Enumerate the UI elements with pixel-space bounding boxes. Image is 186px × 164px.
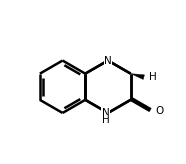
Text: N: N: [104, 56, 112, 66]
Text: O: O: [156, 106, 164, 116]
Text: N: N: [102, 108, 110, 118]
Text: H: H: [102, 115, 110, 125]
Polygon shape: [131, 74, 145, 79]
Text: H: H: [149, 72, 156, 82]
